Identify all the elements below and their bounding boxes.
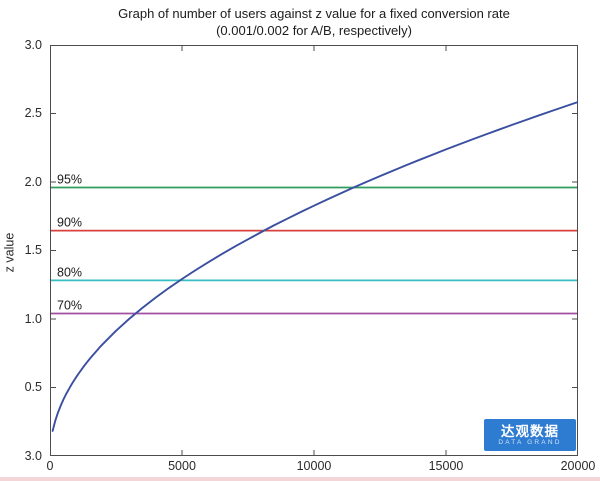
plot-frame	[50, 45, 578, 456]
x-tick-label: 0	[46, 459, 54, 473]
users-z-curve	[51, 101, 578, 432]
x-tick-label: 5000	[168, 459, 196, 473]
chart-title-line2: (0.001/0.002 for A/B, respectively)	[216, 23, 412, 38]
x-tick-label: 15000	[428, 459, 464, 473]
plot-area: 95% 90% 80% 70%	[50, 45, 578, 456]
reference-line-label-70%: 70%	[57, 299, 82, 313]
x-tick-label: 20000	[560, 459, 596, 473]
watermark-badge: 达观数据 DATA GRAND	[484, 419, 576, 451]
y-tick-label: 0.5	[24, 380, 42, 394]
x-tick-label: 10000	[296, 459, 332, 473]
y-tick-label: 2.5	[24, 106, 42, 120]
watermark-subtitle: DATA GRAND	[498, 438, 562, 446]
chart-title: Graph of number of users against z value…	[50, 5, 578, 39]
y-tick-label: 2.0	[24, 174, 42, 189]
watermark-name: 达观数据	[501, 423, 559, 439]
bottom-edge-band	[0, 477, 600, 481]
y-tick-label: 3.0	[24, 37, 42, 52]
y-tick-label: 1.0	[24, 311, 42, 326]
y-tick-label: 3.0	[24, 448, 42, 463]
reference-line-label-90%: 90%	[57, 216, 82, 230]
plot-svg: 95% 90% 80% 70%	[50, 45, 578, 456]
y-tick-label: 1.5	[24, 243, 42, 257]
reference-line-label-80%: 80%	[57, 265, 82, 279]
reference-line-label-95%: 95%	[57, 172, 82, 186]
chart-title-line1: Graph of number of users against z value…	[118, 6, 510, 21]
